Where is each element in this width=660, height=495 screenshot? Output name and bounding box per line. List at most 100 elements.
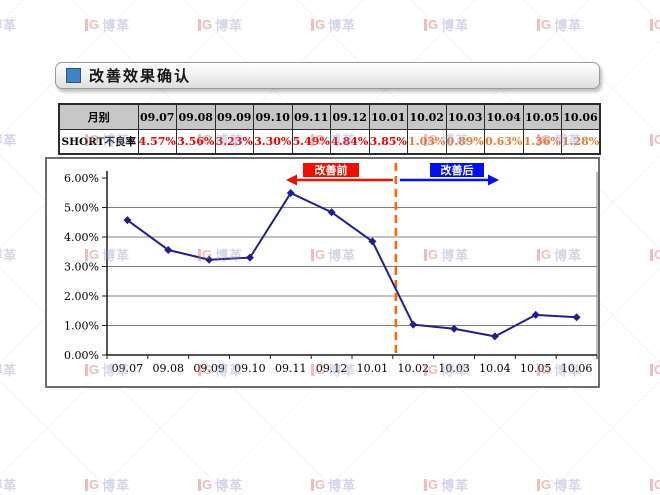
watermark-logo-icon: G [311,18,325,31]
table-header-row: 月别 09.07 09.08 09.09 09.10 09.11 09.12 10.01 10… [58,103,601,130]
brand-watermark: G博革 [0,15,17,34]
brand-watermark: G博革 [650,475,660,494]
chart-svg: 0.00% 1.00% 2.00% 3.00% 4.00% 5.00% 6.00% 09.07… [64,163,598,375]
brand-watermark: G博革 [650,15,660,34]
data-point-marker [572,313,581,322]
data-point-marker [368,237,377,246]
month-header-cell: 10.03 [445,103,485,130]
rate-value-cell: 0.63% [484,129,524,155]
watermark-logo-icon: G [85,18,99,31]
after-arrowhead-icon [488,174,499,186]
month-header-cell: 09.07 [137,103,177,130]
watermark-brand-text: 博革 [441,479,470,494]
watermark-brand-text: 博革 [0,134,18,149]
data-point-marker [123,216,132,225]
x-tick-label: 09.11 [275,362,307,375]
x-tick-label: 09.10 [234,362,266,375]
month-header-cell: 09.09 [214,103,254,130]
data-point-marker [450,324,459,333]
brand-watermark: G博革 [650,130,660,149]
watermark-brand-text: 博革 [0,249,18,264]
watermark-logo-icon: G [650,18,660,31]
x-tick-label: 10.03 [438,362,470,375]
x-tick-label: 10.01 [357,362,389,375]
watermark-brand-text: 博革 [102,479,131,494]
x-tick-label: 09.12 [316,362,348,375]
rate-value-cell: 0.89% [445,129,485,155]
watermark-logo-icon: G [424,18,438,31]
watermark-logo-icon: G [537,478,551,491]
month-header-cell: 10.06 [561,103,601,130]
before-label-box [303,163,359,177]
watermark-logo-icon: G [650,363,660,376]
after-label: 改善后 [441,163,474,177]
watermark-logo-icon: G [650,248,660,261]
brand-watermark: G博革 [650,245,660,264]
x-tick-label: 10.06 [561,362,593,375]
brand-watermark: G博革 [0,130,17,149]
series-row-label: SHORT不良率 [58,129,139,155]
month-header-cell: 10.04 [484,103,524,130]
defect-rate-line [126,192,577,338]
watermark-brand-text: 博革 [441,19,470,34]
y-tick-label: 0.00% [64,349,99,362]
watermark-logo-icon: G [650,133,660,146]
watermark-logo-icon: G [85,478,99,491]
rate-value-cell: 3.85% [368,129,408,155]
watermark-brand-text: 博革 [215,19,244,34]
brand-watermark: G博革 [0,245,17,264]
before-arrowhead-icon [286,174,297,186]
month-header-cell: 09.12 [330,103,370,130]
rate-value-cell: 1.03% [407,129,447,155]
month-header-cell: 09.10 [253,103,293,130]
defect-rate-table: 月别 09.07 09.08 09.09 09.10 09.11 09.12 10.01 10… [58,103,601,155]
watermark-brand-text: 博革 [0,364,18,379]
data-point-marker [205,255,214,264]
rate-value-cell: 4.84% [330,129,370,155]
y-tick-label: 2.00% [64,290,99,303]
month-header-cell: 10.02 [407,103,447,130]
watermark-logo-icon: G [311,478,325,491]
month-header-cell: 09.11 [291,103,331,130]
rate-value-cell: 1.28% [561,129,601,155]
month-header-cell: 09.08 [176,103,216,130]
watermark-logo-icon: G [198,18,212,31]
after-label-box [430,163,484,177]
line-chart: 0.00% 1.00% 2.00% 3.00% 4.00% 5.00% 6.00% 09.07… [45,157,600,388]
watermark-logo-icon: G [537,18,551,31]
x-tick-label: 10.02 [398,362,430,375]
x-tick-label: 09.07 [112,362,143,375]
rate-value-cell: 5.49% [291,129,331,155]
page-title: 改善效果确认 [89,67,192,85]
data-point-marker [164,245,173,254]
y-tick-label: 1.00% [64,320,99,333]
watermark-logo-icon: G [198,478,212,491]
watermark-brand-text: 博革 [554,479,583,494]
watermark-brand-text: 博革 [215,479,244,494]
watermark-brand-text: 博革 [0,19,18,34]
data-point-marker [327,208,336,217]
before-label: 改善前 [315,163,348,177]
watermark-brand-text: 博革 [0,479,18,494]
watermark-brand-text: 博革 [328,479,357,494]
x-tick-label: 10.04 [479,362,511,375]
rate-value-cell: 3.30% [253,129,293,155]
watermark-logo-icon: G [650,478,660,491]
rate-value-cell: 1.36% [522,129,562,155]
title-bullet-icon [66,68,81,83]
rate-value-cell: 3.56% [176,129,216,155]
brand-watermark: G博革 [0,475,17,494]
watermark-brand-text: 博革 [328,19,357,34]
y-tick-label: 3.00% [64,261,99,274]
data-point-marker [531,310,540,319]
data-point-marker [409,320,418,329]
brand-watermark: G博革 [0,360,17,379]
